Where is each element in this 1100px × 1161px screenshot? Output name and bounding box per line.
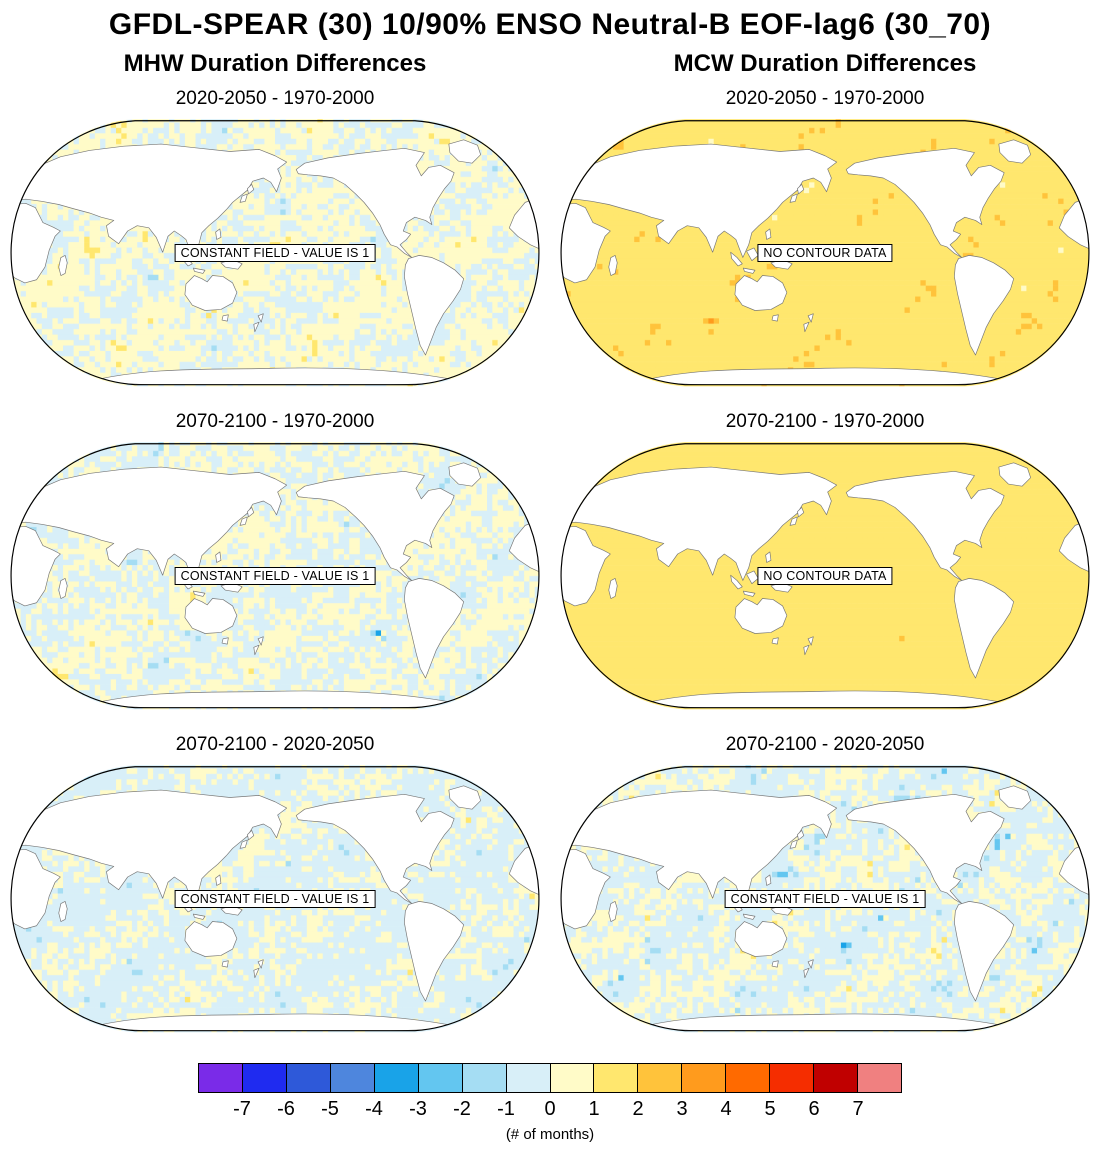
- colorbar: -7 -6 -5 -4 -3 -2 -1 0 1 2 3 4 5 6 7 (# of months): [0, 1063, 1100, 1161]
- column-headers: MHW Duration Differences MCW Duration Di…: [0, 50, 1100, 78]
- colorbar-segment: [857, 1063, 902, 1093]
- panel-title: 2070-2100 - 1970-2000: [175, 411, 375, 432]
- map-overlay: [10, 120, 540, 386]
- colorbar-tick-label: -6: [277, 1098, 295, 1120]
- colorbar-segment: [329, 1063, 375, 1093]
- colorbar-caption: (# of months): [505, 1126, 595, 1143]
- map-overlay: [10, 443, 540, 709]
- map-panel-mhw-2070-2100-minus-2020-2050: 2070-2100 - 2020-2050 CONSTANT FIELD - VA…: [0, 734, 550, 1035]
- colorbar-tick-label: -4: [365, 1098, 383, 1120]
- colorbar-tick-label: -2: [453, 1098, 471, 1120]
- world-map: CONSTANT FIELD - VALUE IS 1: [10, 117, 540, 389]
- colorbar-boxes: [198, 1063, 902, 1093]
- map-annotation-box: CONSTANT FIELD - VALUE IS 1: [174, 567, 376, 585]
- world-map: NO CONTOUR DATA: [560, 440, 1090, 712]
- map-annotation-box: CONSTANT FIELD - VALUE IS 1: [724, 890, 926, 908]
- colorbar-tick-label: 1: [588, 1098, 600, 1120]
- map-panels-grid: 2020-2050 - 1970-2000 CONSTANT FIELD - VA…: [0, 88, 1100, 1035]
- colorbar-tick-labels: -7 -6 -5 -4 -3 -2 -1 0 1 2 3 4 5 6 7: [198, 1098, 902, 1124]
- world-map: CONSTANT FIELD - VALUE IS 1: [10, 440, 540, 712]
- colorbar-tick-label: 5: [764, 1098, 776, 1120]
- map-annotation-box: NO CONTOUR DATA: [757, 567, 893, 585]
- colorbar-tick-label: 6: [808, 1098, 820, 1120]
- map-panel-mhw-2070-2100-minus-1970-2000: 2070-2100 - 1970-2000 CONSTANT FIELD - VA…: [0, 411, 550, 712]
- colorbar-segment: [198, 1063, 243, 1093]
- panel-title: 2070-2100 - 1970-2000: [725, 411, 925, 432]
- world-map: NO CONTOUR DATA: [560, 117, 1090, 389]
- world-map: CONSTANT FIELD - VALUE IS 1: [10, 763, 540, 1035]
- map-overlay: [560, 766, 1090, 1032]
- world-map: CONSTANT FIELD - VALUE IS 1: [560, 763, 1090, 1035]
- map-overlay: [10, 766, 540, 1032]
- column-header-mhw: MHW Duration Differences: [123, 50, 427, 77]
- colorbar-tick-label: 7: [852, 1098, 864, 1120]
- colorbar-segment: [637, 1063, 683, 1093]
- colorbar-tick-label: 2: [632, 1098, 644, 1120]
- map-panel-mcw-2020-2050-minus-1970-2000: 2020-2050 - 1970-2000 NO CONTOUR DATA: [550, 88, 1100, 389]
- colorbar-tick-label: 0: [544, 1098, 556, 1120]
- colorbar-segment: [549, 1063, 595, 1093]
- map-panel-mcw-2070-2100-minus-1970-2000: 2070-2100 - 1970-2000 NO CONTOUR DATA: [550, 411, 1100, 712]
- map-annotation-box: CONSTANT FIELD - VALUE IS 1: [174, 244, 376, 262]
- map-panel-mhw-2020-2050-minus-1970-2000: 2020-2050 - 1970-2000 CONSTANT FIELD - VA…: [0, 88, 550, 389]
- colorbar-segment: [461, 1063, 507, 1093]
- panel-title: 2070-2100 - 2020-2050: [725, 734, 925, 755]
- colorbar-tick-label: -5: [321, 1098, 339, 1120]
- colorbar-segment: [681, 1063, 727, 1093]
- colorbar-segment: [285, 1063, 331, 1093]
- colorbar-tick-label: 3: [676, 1098, 688, 1120]
- map-overlay: [560, 120, 1090, 386]
- colorbar-segment: [505, 1063, 551, 1093]
- colorbar-segment: [769, 1063, 815, 1093]
- figure-title: GFDL-SPEAR (30) 10/90% ENSO Neutral-B EO…: [108, 8, 992, 41]
- map-panel-mcw-2070-2100-minus-2020-2050: 2070-2100 - 2020-2050 CONSTANT FIELD - VA…: [550, 734, 1100, 1035]
- colorbar-segment: [417, 1063, 463, 1093]
- column-header-mcw: MCW Duration Differences: [673, 50, 977, 77]
- panel-title: 2070-2100 - 2020-2050: [175, 734, 375, 755]
- map-overlay: [560, 443, 1090, 709]
- colorbar-tick-label: -1: [497, 1098, 515, 1120]
- colorbar-segment: [813, 1063, 859, 1093]
- colorbar-tick-label: -3: [409, 1098, 427, 1120]
- colorbar-tick-label: -7: [233, 1098, 251, 1120]
- colorbar-segment: [373, 1063, 419, 1093]
- panel-title: 2020-2050 - 1970-2000: [725, 88, 925, 109]
- colorbar-segment: [593, 1063, 639, 1093]
- panel-title: 2020-2050 - 1970-2000: [175, 88, 375, 109]
- colorbar-segment: [725, 1063, 771, 1093]
- map-annotation-box: CONSTANT FIELD - VALUE IS 1: [174, 890, 376, 908]
- colorbar-segment: [241, 1063, 287, 1093]
- colorbar-tick-label: 4: [720, 1098, 732, 1120]
- map-annotation-box: NO CONTOUR DATA: [757, 244, 893, 262]
